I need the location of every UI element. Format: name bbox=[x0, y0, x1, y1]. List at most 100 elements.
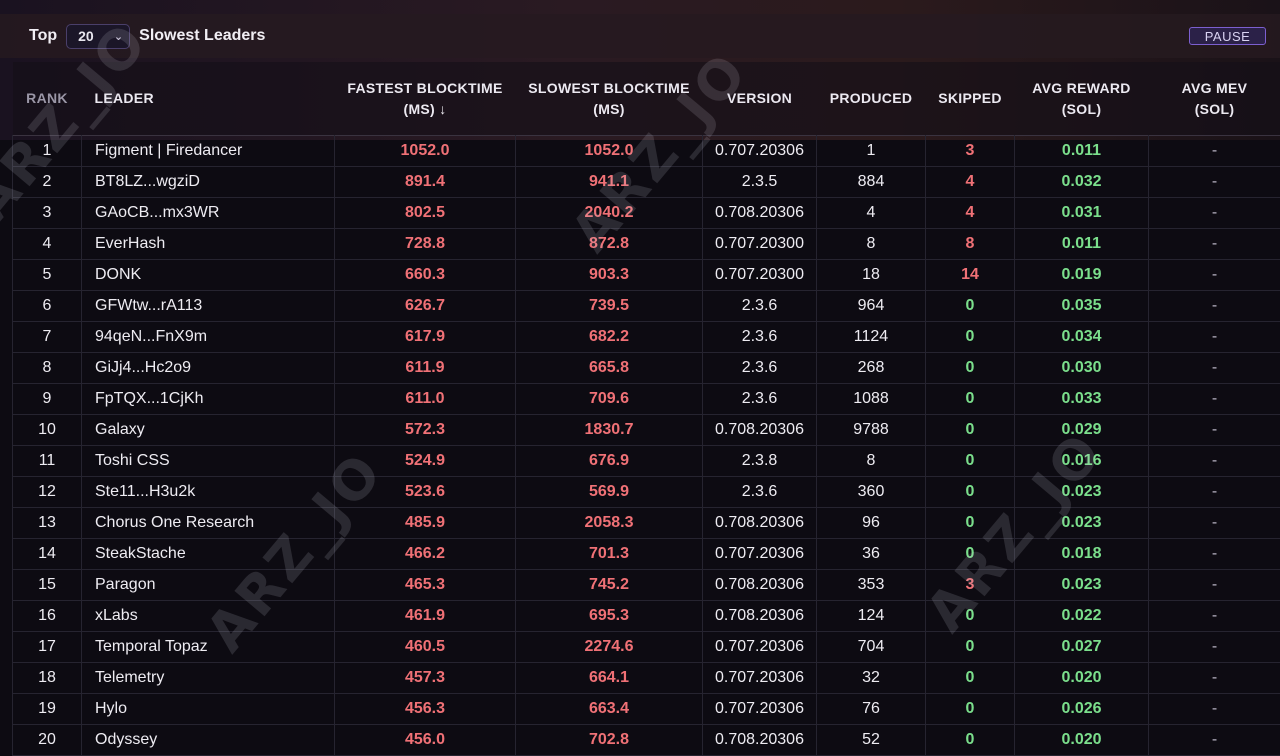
cell-leader[interactable]: EverHash bbox=[82, 229, 335, 260]
cell-leader[interactable]: FpTQX...1CjKh bbox=[82, 384, 335, 415]
cell-skipped: 0 bbox=[926, 322, 1015, 353]
cell-fastest: 1052.0 bbox=[335, 136, 516, 167]
cell-leader[interactable]: Telemetry bbox=[82, 663, 335, 694]
cell-avg-mev: - bbox=[1149, 384, 1280, 415]
cell-fastest: 457.3 bbox=[335, 663, 516, 694]
column-header-rank: RANK bbox=[13, 62, 82, 136]
cell-leader[interactable]: Paragon bbox=[82, 570, 335, 601]
cell-leader[interactable]: 94qeN...FnX9m bbox=[82, 322, 335, 353]
cell-avg-reward: 0.023 bbox=[1015, 477, 1149, 508]
column-header-slowest[interactable]: SLOWEST BLOCKTIME(MS) bbox=[516, 62, 703, 136]
cell-version: 2.3.6 bbox=[703, 384, 817, 415]
cell-produced: 36 bbox=[817, 539, 926, 570]
column-header-leader: LEADER bbox=[82, 62, 335, 136]
cell-produced: 76 bbox=[817, 694, 926, 725]
cell-avg-mev: - bbox=[1149, 477, 1280, 508]
cell-fastest: 802.5 bbox=[335, 198, 516, 229]
cell-leader[interactable]: xLabs bbox=[82, 601, 335, 632]
cell-produced: 96 bbox=[817, 508, 926, 539]
cell-slowest: 745.2 bbox=[516, 570, 703, 601]
cell-leader[interactable]: GAoCB...mx3WR bbox=[82, 198, 335, 229]
column-header-label: PRODUCED bbox=[817, 88, 926, 109]
cell-avg-reward: 0.033 bbox=[1015, 384, 1149, 415]
column-header-produced[interactable]: PRODUCED bbox=[817, 62, 926, 136]
cell-rank: 1 bbox=[13, 136, 82, 167]
cell-avg-reward: 0.023 bbox=[1015, 508, 1149, 539]
cell-leader[interactable]: DONK bbox=[82, 260, 335, 291]
cell-leader[interactable]: Figment | Firedancer bbox=[82, 136, 335, 167]
cell-avg-reward: 0.020 bbox=[1015, 663, 1149, 694]
cell-leader[interactable]: Hylo bbox=[82, 694, 335, 725]
cell-avg-reward: 0.016 bbox=[1015, 446, 1149, 477]
column-header-version[interactable]: VERSION bbox=[703, 62, 817, 136]
cell-slowest: 695.3 bbox=[516, 601, 703, 632]
cell-avg-reward: 0.019 bbox=[1015, 260, 1149, 291]
cell-fastest: 456.3 bbox=[335, 694, 516, 725]
cell-avg-reward: 0.031 bbox=[1015, 198, 1149, 229]
column-header-avg-reward[interactable]: AVG REWARD(SOL) bbox=[1015, 62, 1149, 136]
pause-button[interactable]: PAUSE bbox=[1189, 27, 1266, 45]
column-header-skipped[interactable]: SKIPPED bbox=[926, 62, 1015, 136]
cell-avg-mev: - bbox=[1149, 601, 1280, 632]
cell-leader[interactable]: Odyssey bbox=[82, 725, 335, 756]
cell-leader[interactable]: SteakStache bbox=[82, 539, 335, 570]
cell-produced: 4 bbox=[817, 198, 926, 229]
cell-avg-mev: - bbox=[1149, 291, 1280, 322]
cell-skipped: 0 bbox=[926, 291, 1015, 322]
cell-avg-reward: 0.023 bbox=[1015, 570, 1149, 601]
cell-leader[interactable]: BT8LZ...wgziD bbox=[82, 167, 335, 198]
cell-leader[interactable]: Galaxy bbox=[82, 415, 335, 446]
cell-leader[interactable]: GFWtw...rA113 bbox=[82, 291, 335, 322]
cell-slowest: 682.2 bbox=[516, 322, 703, 353]
cell-avg-mev: - bbox=[1149, 570, 1280, 601]
column-header-label: LEADER bbox=[95, 88, 335, 109]
cell-slowest: 701.3 bbox=[516, 539, 703, 570]
column-header-avg-mev[interactable]: AVG MEV(SOL) bbox=[1149, 62, 1280, 136]
cell-skipped: 0 bbox=[926, 601, 1015, 632]
cell-produced: 964 bbox=[817, 291, 926, 322]
cell-version: 0.707.20306 bbox=[703, 694, 817, 725]
count-select[interactable]: 20 ⌄ bbox=[66, 24, 130, 49]
cell-slowest: 941.1 bbox=[516, 167, 703, 198]
cell-leader[interactable]: Toshi CSS bbox=[82, 446, 335, 477]
cell-version: 0.707.20306 bbox=[703, 539, 817, 570]
cell-fastest: 460.5 bbox=[335, 632, 516, 663]
cell-produced: 360 bbox=[817, 477, 926, 508]
cell-version: 2.3.8 bbox=[703, 446, 817, 477]
column-header-unit: (MS) bbox=[516, 99, 703, 120]
cell-leader[interactable]: Ste11...H3u2k bbox=[82, 477, 335, 508]
cell-avg-reward: 0.011 bbox=[1015, 136, 1149, 167]
cell-version: 2.3.6 bbox=[703, 353, 817, 384]
column-header-label: AVG REWARD bbox=[1015, 78, 1149, 99]
cell-leader[interactable]: Chorus One Research bbox=[82, 508, 335, 539]
cell-avg-reward: 0.027 bbox=[1015, 632, 1149, 663]
cell-leader[interactable]: Temporal Topaz bbox=[82, 632, 335, 663]
cell-rank: 5 bbox=[13, 260, 82, 291]
cell-rank: 9 bbox=[13, 384, 82, 415]
column-header-fastest[interactable]: FASTEST BLOCKTIME(MS) ↓ bbox=[335, 62, 516, 136]
cell-avg-reward: 0.018 bbox=[1015, 539, 1149, 570]
cell-skipped: 4 bbox=[926, 198, 1015, 229]
cell-leader[interactable]: GiJj4...Hc2o9 bbox=[82, 353, 335, 384]
